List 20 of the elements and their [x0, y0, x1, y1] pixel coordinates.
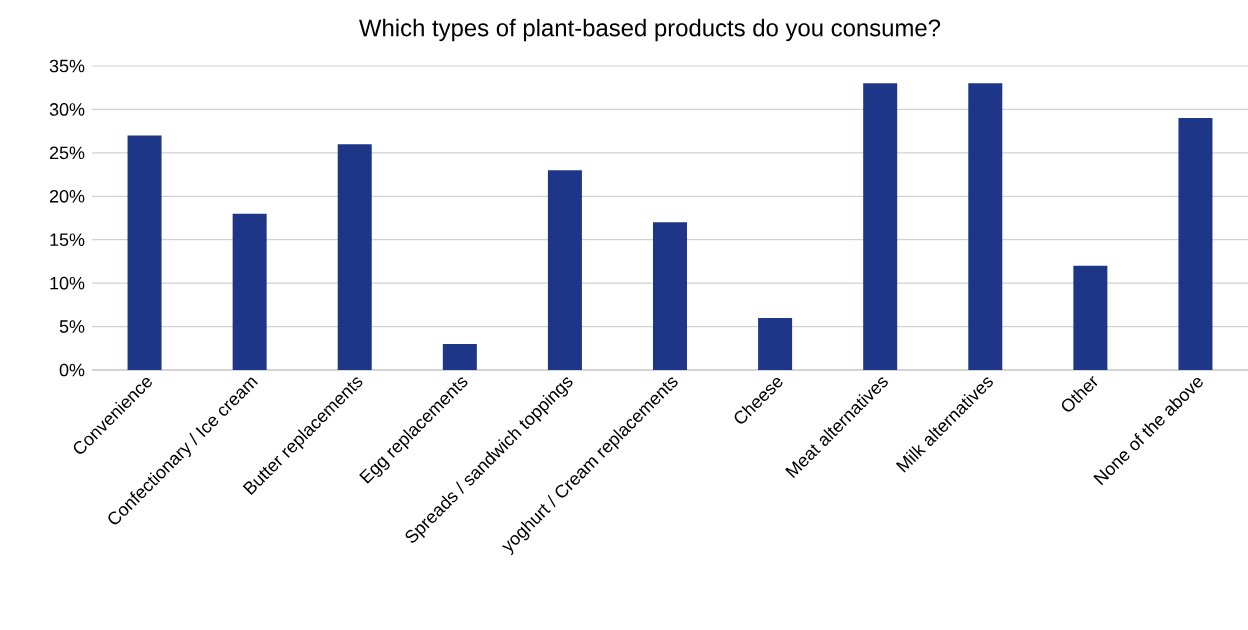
y-tick-label: 5%: [59, 320, 85, 333]
bar: [758, 317, 793, 370]
y-tick-label: 25%: [49, 146, 85, 160]
bar: [547, 170, 582, 370]
y-tick-label: 35%: [49, 59, 85, 73]
y-tick-label: 10%: [50, 276, 85, 290]
chart-title: Which types of plant-based products do you consume?: [359, 18, 941, 42]
bar: [232, 213, 267, 370]
bar: [337, 144, 372, 370]
bar: [442, 343, 477, 370]
y-tick-label: 30%: [49, 103, 85, 116]
y-tick-label: 20%: [49, 189, 85, 203]
y-tick-label: 0%: [59, 363, 85, 377]
bar: [1073, 265, 1108, 370]
bar: [1178, 118, 1213, 370]
y-tick-label: 15%: [50, 233, 85, 247]
bar: [968, 83, 1003, 370]
bar: [863, 83, 898, 370]
bar: [127, 135, 162, 370]
bar: [653, 222, 688, 370]
